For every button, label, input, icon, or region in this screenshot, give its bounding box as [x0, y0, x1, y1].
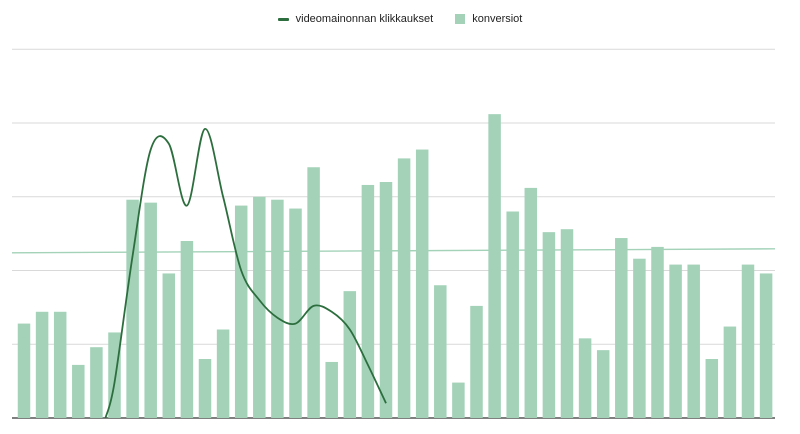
bar: [415, 149, 429, 419]
bar: [488, 114, 501, 419]
bar: [452, 382, 465, 418]
bar: [35, 311, 49, 418]
legend-label-clicks: videomainonnan klikkaukset: [295, 13, 434, 25]
bar: [144, 202, 157, 418]
bar: [542, 232, 556, 418]
bar: [234, 205, 248, 418]
bar: [723, 326, 737, 418]
bar: [578, 338, 592, 418]
bar: [687, 264, 700, 418]
legend-item-conversions[interactable]: konversiot: [455, 13, 522, 25]
bar: [271, 199, 284, 418]
legend-box-swatch: [455, 14, 466, 24]
bar: [669, 264, 682, 418]
bar: [72, 364, 85, 418]
bar: [162, 273, 176, 418]
bar: [253, 196, 266, 418]
bar: [379, 182, 393, 418]
legend-label-conversions: konversiot: [472, 13, 523, 25]
bar: [397, 158, 411, 418]
bar: [307, 167, 320, 418]
legend-item-clicks[interactable]: videomainonnan klikkaukset: [277, 13, 434, 25]
bar: [361, 184, 375, 418]
bar: [325, 361, 338, 418]
bar: [596, 350, 610, 418]
bar: [17, 323, 31, 418]
bar: [741, 264, 755, 418]
bar: [615, 238, 628, 418]
bar: [705, 359, 719, 418]
bar: [180, 241, 194, 418]
bar: [434, 285, 447, 418]
reference-line: [11, 248, 776, 254]
bar: [560, 229, 574, 418]
bar: [506, 211, 519, 418]
bar: [524, 187, 538, 418]
clicks-line: [104, 127, 387, 419]
bar: [651, 246, 664, 418]
bar: [90, 347, 103, 418]
legend: videomainonnan klikkaukset konversiot: [0, 13, 800, 25]
bar: [53, 311, 67, 418]
bar: [126, 199, 139, 418]
bar: [216, 329, 230, 418]
bar: [289, 208, 302, 418]
bar: [198, 359, 212, 418]
bar: [633, 258, 646, 418]
bar: [759, 273, 773, 418]
bar: [343, 291, 357, 418]
legend-line-swatch: [277, 17, 289, 21]
bar: [470, 305, 483, 418]
